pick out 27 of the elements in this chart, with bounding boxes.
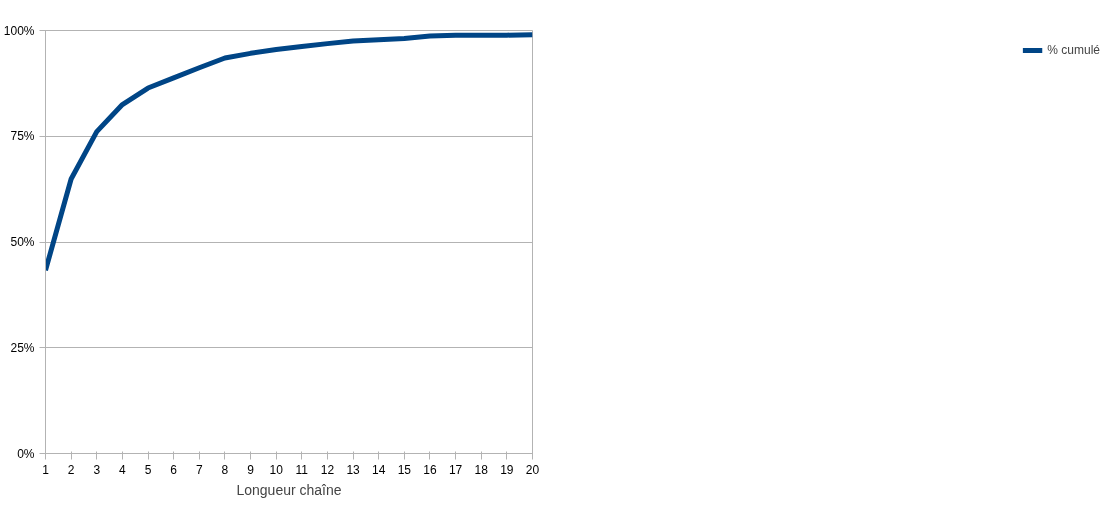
x-tick-label: 9	[247, 462, 255, 477]
y-tick-label: 50%	[10, 235, 35, 249]
x-tick-label: 16	[423, 462, 437, 477]
x-tick-label: 17	[448, 462, 463, 477]
x-tick-label: 18	[474, 462, 489, 477]
x-tick-label: 1	[42, 462, 50, 477]
x-tick-label: 4	[119, 462, 127, 477]
x-tick-label: 12	[320, 462, 335, 477]
y-tick-label: 0%	[17, 446, 35, 461]
x-tick-label: 11	[295, 462, 309, 477]
x-tick-label: 20	[525, 462, 540, 477]
x-tick-label: 3	[93, 462, 101, 477]
y-tick-label: 25%	[10, 340, 35, 355]
legend-label: % cumulé	[1047, 43, 1100, 57]
x-tick-label: 19	[500, 462, 514, 477]
x-tick-label: 5	[144, 462, 152, 477]
x-tick-label: 8	[221, 462, 229, 477]
x-tick-label: 14	[372, 462, 386, 477]
x-tick-label: 7	[195, 462, 203, 477]
y-tick-label: 100%	[3, 23, 35, 38]
x-tick-label: 6	[170, 462, 178, 477]
x-tick-label: 2	[67, 462, 75, 477]
x-tick-label: 10	[269, 462, 284, 477]
x-axis-title: Longueur chaîne	[236, 481, 342, 498]
x-tick-label: 15	[397, 462, 412, 477]
y-tick-label: 75%	[10, 129, 35, 144]
x-tick-label: 13	[346, 462, 361, 477]
